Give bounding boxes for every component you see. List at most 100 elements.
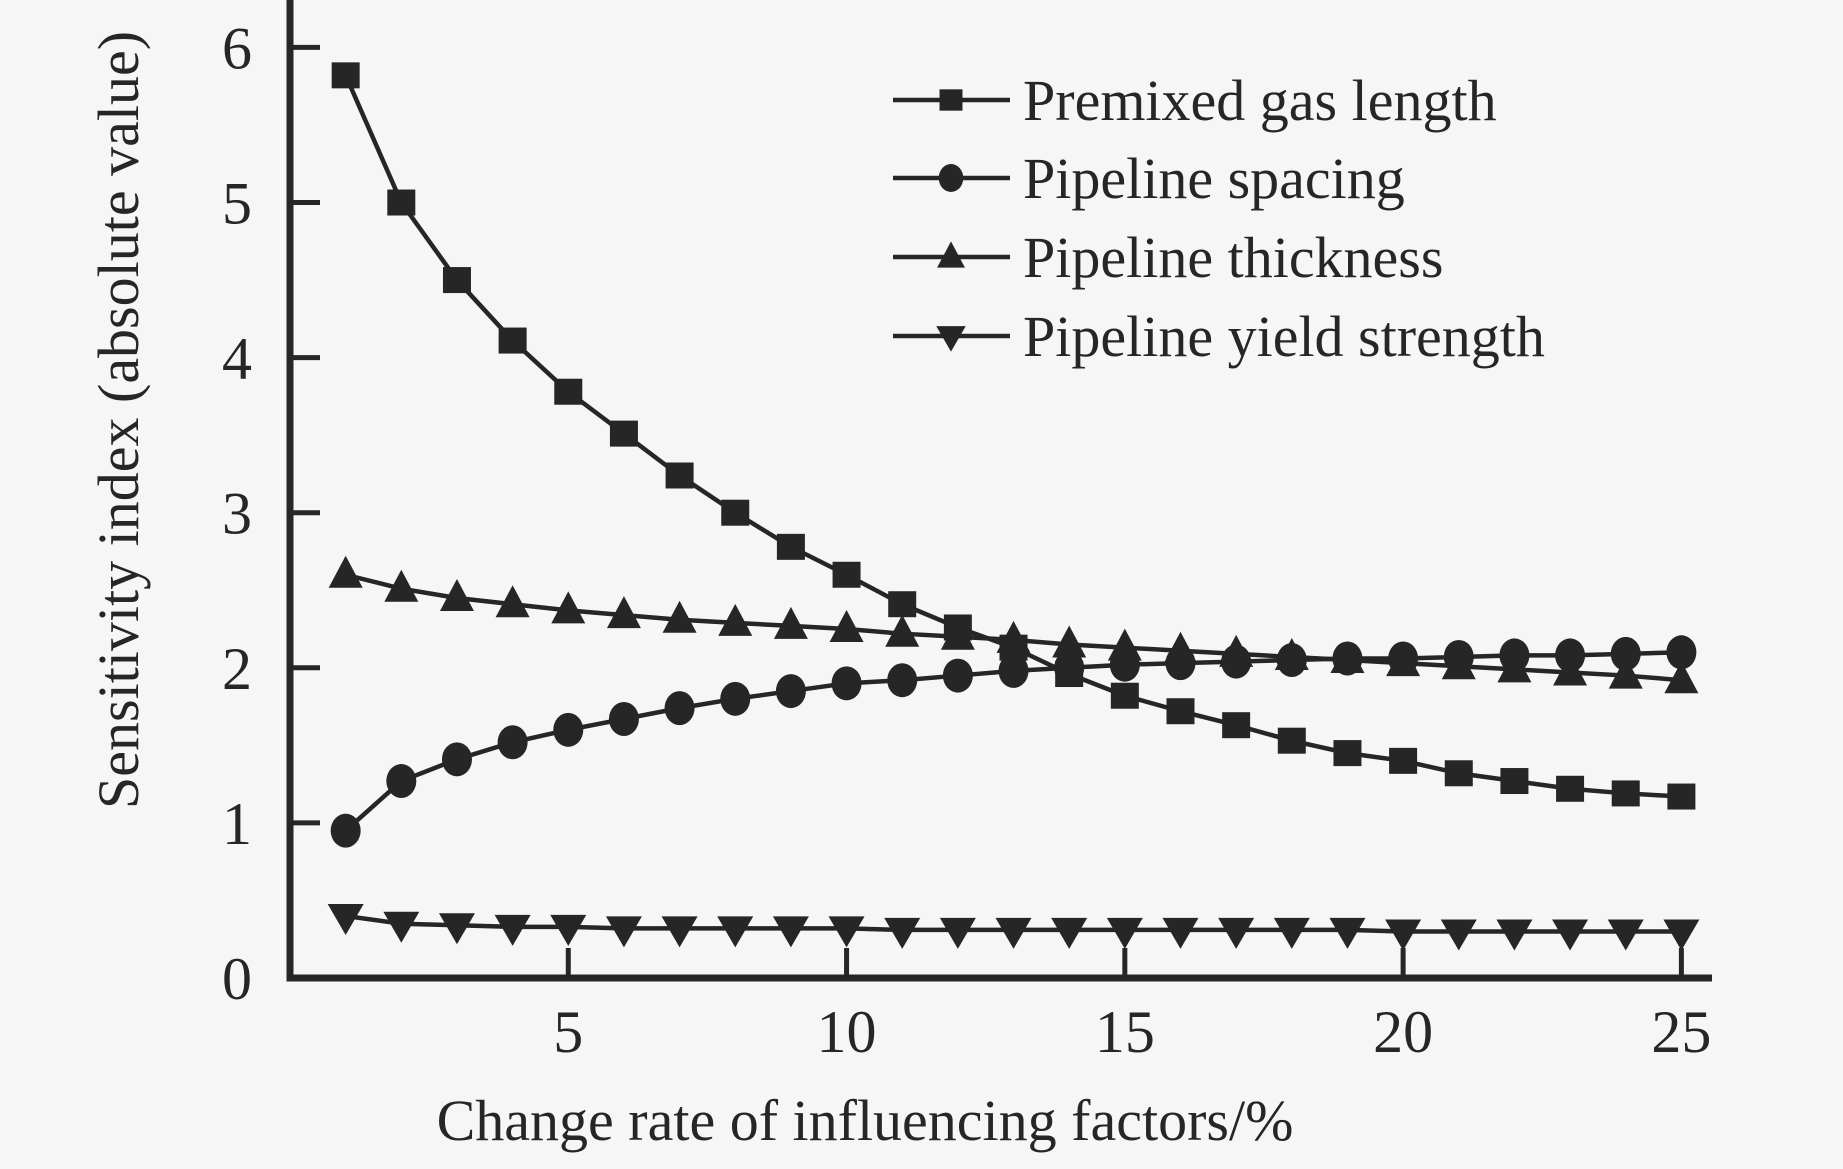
legend-item-pipeline-yield-strength: Pipeline yield strength (893, 304, 1545, 369)
y-tick-label: 3 (222, 481, 252, 547)
circle-marker (664, 691, 695, 726)
legend-label: Pipeline spacing (1023, 146, 1405, 211)
square-marker (776, 533, 805, 560)
x-tick-label: 25 (1651, 999, 1711, 1065)
square-marker (609, 420, 638, 447)
circle-marker (938, 164, 964, 192)
triangle-up-marker (1608, 656, 1643, 689)
y-tick-label: 0 (222, 946, 252, 1012)
legend: Premixed gas length Pipeline spacing Pipel… (893, 68, 1545, 369)
square-marker (1222, 712, 1251, 739)
square-marker (1166, 698, 1195, 725)
circle-marker (887, 663, 918, 698)
triangle-down-marker (661, 916, 698, 948)
legend-item-pipeline-thickness: Pipeline thickness (893, 225, 1443, 290)
triangle-down-marker (1218, 917, 1255, 949)
square-marker (1667, 783, 1696, 810)
circle-marker (441, 742, 472, 777)
square-marker (554, 378, 583, 405)
triangle-down-marker (1273, 917, 1310, 949)
square-marker (1277, 727, 1306, 754)
triangle-up-marker (439, 579, 474, 612)
triangle-down-marker (1106, 917, 1143, 949)
circle-marker (1499, 638, 1530, 673)
circle-marker (1165, 646, 1196, 681)
triangle-up-marker (1052, 625, 1087, 658)
square-marker (442, 267, 471, 294)
circle-marker (1666, 635, 1697, 670)
x-tick-label: 10 (817, 999, 877, 1065)
circle-marker (1332, 641, 1363, 676)
series-pipeline-yield-strength (327, 903, 1700, 951)
legend-label: Pipeline yield strength (1023, 304, 1545, 369)
circle-marker (330, 813, 361, 848)
triangle-down-marker (884, 917, 921, 949)
triangle-up-marker (551, 591, 586, 624)
triangle-down-marker (936, 326, 966, 352)
x-tick-label: 5 (553, 999, 583, 1065)
triangle-up-marker (606, 596, 641, 629)
triangle-up-marker (773, 606, 808, 639)
circle-marker (1610, 636, 1641, 671)
circle-marker (1109, 647, 1140, 682)
circle-marker (998, 653, 1029, 688)
y-tick-label: 6 (222, 15, 252, 81)
series-premixed-gas-length (331, 62, 1696, 810)
series-pipeline-spacing (330, 635, 1697, 848)
triangle-down-marker (717, 916, 754, 948)
square-marker (1333, 740, 1362, 767)
triangle-up-marker (940, 617, 975, 650)
y-axis-ticks: 0 1 2 3 4 5 6 (222, 15, 320, 1012)
triangle-down-marker (327, 903, 364, 935)
triangle-down-marker (1385, 919, 1422, 951)
triangle-down-marker (494, 914, 531, 946)
triangle-down-marker (1162, 917, 1199, 949)
circle-marker (1555, 638, 1586, 673)
square-marker (387, 189, 416, 216)
triangle-up-marker (328, 555, 363, 588)
square-marker (1611, 780, 1640, 807)
square-marker (665, 462, 694, 489)
y-tick-label: 2 (222, 636, 252, 702)
circle-marker (831, 666, 862, 701)
circle-marker (497, 725, 528, 760)
circle-marker (1221, 644, 1252, 679)
series-line (343, 74, 1682, 799)
square-marker (1444, 760, 1473, 787)
triangle-up-marker (829, 610, 864, 643)
legend-label: Pipeline thickness (1023, 225, 1443, 290)
triangle-up-marker (384, 569, 419, 602)
circle-marker (1054, 650, 1085, 685)
triangle-down-marker (772, 916, 809, 948)
triangle-down-marker (550, 914, 587, 946)
square-marker (1500, 768, 1529, 795)
triangle-up-marker (1664, 661, 1699, 694)
triangle-down-marker (1663, 919, 1700, 951)
triangle-up-marker (718, 603, 753, 636)
triangle-up-marker (996, 620, 1031, 653)
triangle-down-marker (605, 916, 642, 948)
circle-marker (942, 658, 973, 693)
x-axis-title: Change rate of influencing factors/% (437, 1088, 1294, 1153)
square-marker (888, 591, 917, 618)
circle-marker (1443, 639, 1474, 674)
circle-marker (608, 701, 639, 736)
triangle-up-marker (937, 241, 965, 268)
y-tick-label: 1 (222, 791, 252, 857)
circle-marker (720, 681, 751, 716)
x-tick-label: 20 (1373, 999, 1433, 1065)
legend-item-pipeline-spacing: Pipeline spacing (893, 146, 1405, 211)
square-marker (832, 561, 861, 588)
y-tick-label: 5 (222, 171, 252, 237)
square-marker (1389, 747, 1418, 774)
triangle-down-marker (1440, 919, 1477, 951)
triangle-down-marker (939, 917, 976, 949)
y-axis-title: Sensitivity index (absolute value) (86, 31, 151, 809)
triangle-down-marker (828, 916, 865, 948)
plot-area: 5 10 15 20 25 0 1 2 3 4 5 6 (222, 0, 1712, 1065)
circle-marker (775, 674, 806, 709)
circle-marker (1276, 643, 1307, 678)
triangle-down-marker (1552, 919, 1589, 951)
